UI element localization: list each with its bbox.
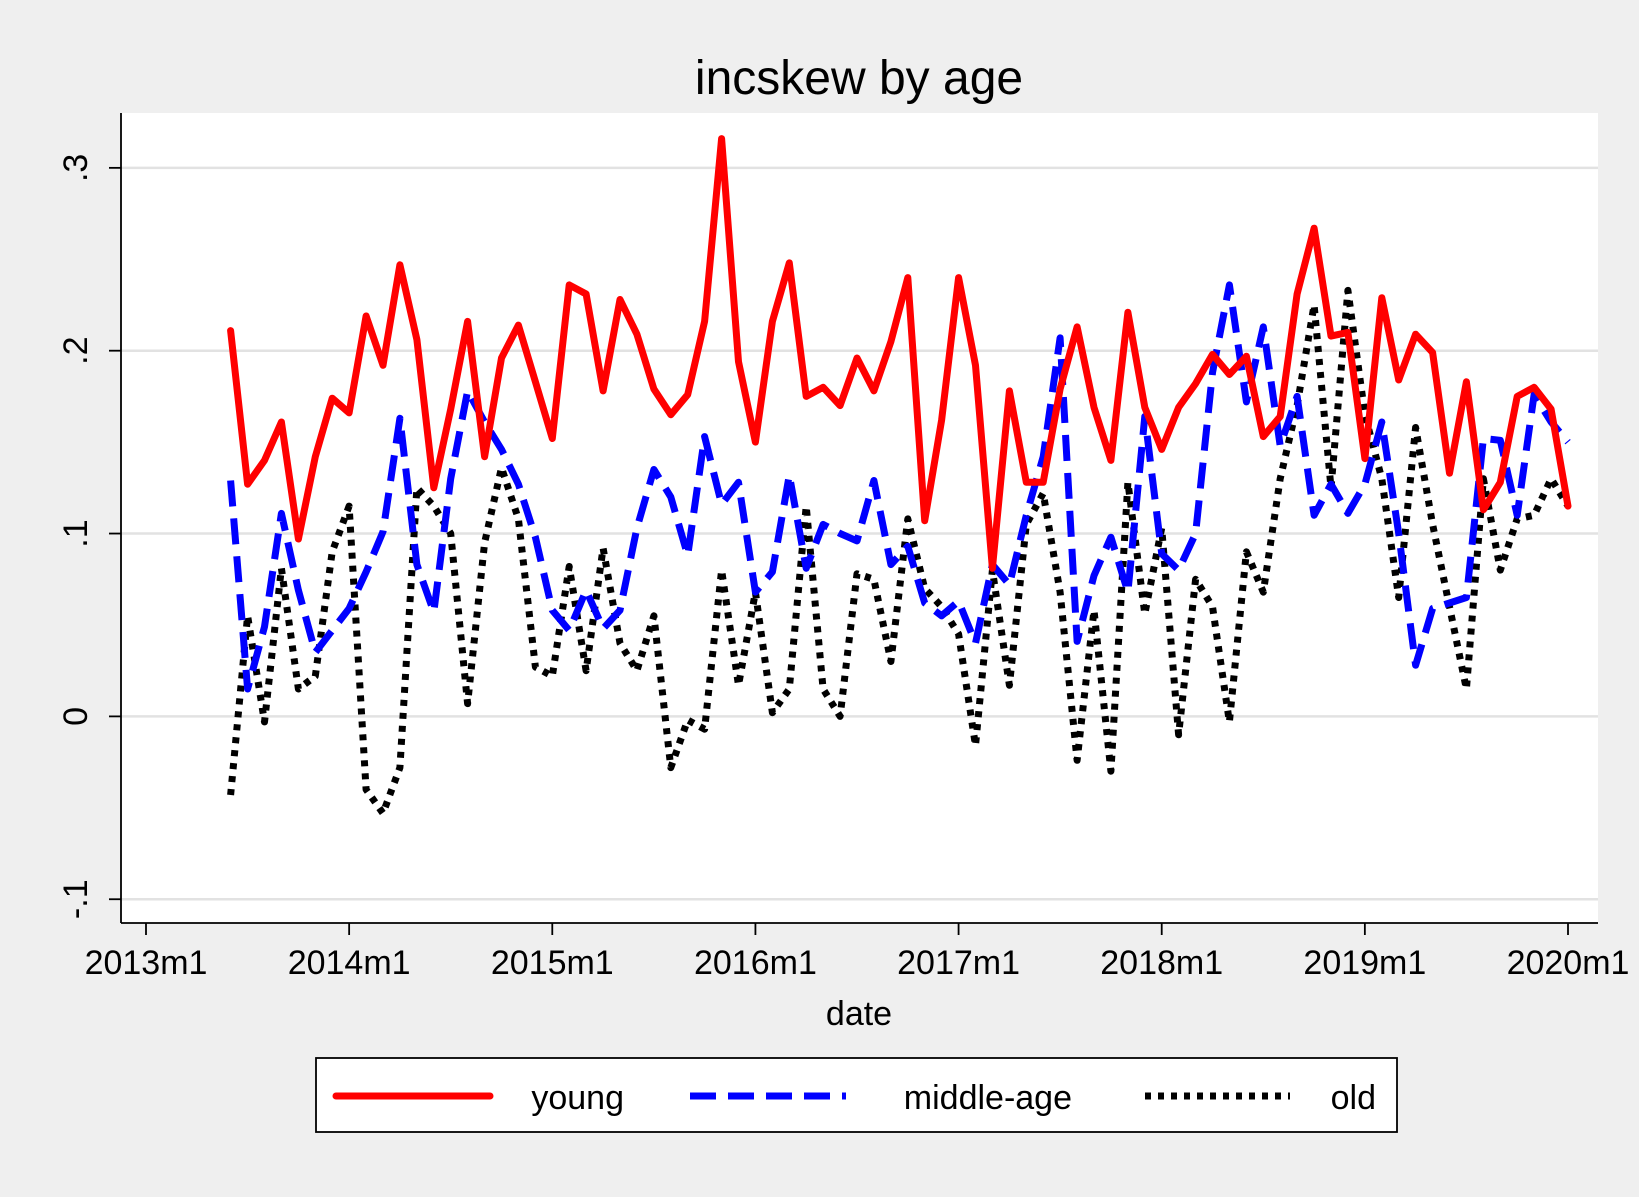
legend-label-young: young <box>531 1079 624 1117</box>
y-tick-label: -.1 <box>57 879 95 919</box>
y-tick-label: .1 <box>57 519 95 547</box>
legend-box <box>315 1057 1398 1133</box>
x-tick-label: 2018m1 <box>1100 944 1223 982</box>
plot-area: -.1 0 .1 .2 .3 2013m1 2014m1 2015m1 2016m1 2017m1… <box>57 113 1629 982</box>
y-tick-label: .3 <box>57 154 95 182</box>
chart-title: incskew by age <box>695 52 1023 105</box>
x-tick-label: 2020m1 <box>1507 944 1630 982</box>
x-tick-label: 2016m1 <box>694 944 817 982</box>
x-tick-label: 2019m1 <box>1303 944 1426 982</box>
series-line-young <box>227 135 1572 572</box>
x-tick-label: 2013m1 <box>85 944 208 982</box>
x-tick-label: 2017m1 <box>897 944 1020 982</box>
x-tick-label: 2014m1 <box>288 944 411 982</box>
y-tick-label: 0 <box>57 707 95 726</box>
y-tick-label: .2 <box>57 337 95 365</box>
x-tick-label: 2015m1 <box>491 944 614 982</box>
series-line-old <box>227 286 1571 817</box>
legend-label-old: old <box>1331 1079 1376 1117</box>
legend: young middle-age old <box>315 1057 1398 1133</box>
x-axis-label: date <box>826 995 892 1033</box>
legend-label-middle-age: middle-age <box>904 1079 1072 1117</box>
